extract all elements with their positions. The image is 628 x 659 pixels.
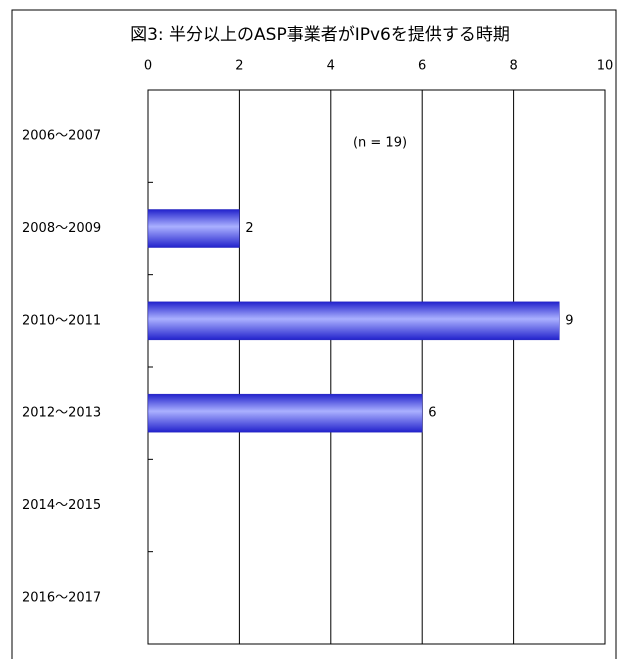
- y-tick-label: 2008〜2009: [22, 221, 101, 236]
- data-label: 9: [565, 313, 573, 328]
- x-tick-label: 0: [144, 59, 152, 74]
- x-tick-label: 10: [597, 59, 614, 74]
- x-tick-label: 6: [418, 59, 426, 74]
- chart-title: 図3: 半分以上のASP事業者がIPv6を提供する時期: [130, 25, 510, 45]
- bar: [147, 393, 423, 433]
- frame: [11, 9, 617, 659]
- y-tick-label: 2016〜2017: [22, 590, 101, 605]
- y-tick-label: 2012〜2013: [22, 406, 101, 421]
- x-tick-label: 2: [235, 59, 243, 74]
- data-label: 2: [245, 221, 253, 236]
- y-tick-label: 2006〜2007: [22, 129, 101, 144]
- plot-area: [147, 89, 606, 645]
- bar: [147, 301, 560, 341]
- x-tick-label: 8: [509, 59, 517, 74]
- y-tick-label: 2014〜2015: [22, 498, 101, 513]
- x-tick-label: 4: [327, 59, 335, 74]
- bar: [147, 209, 240, 248]
- annotation: (n = 19): [353, 136, 407, 151]
- data-label: 6: [428, 406, 436, 421]
- y-tick-label: 2010〜2011: [22, 313, 101, 328]
